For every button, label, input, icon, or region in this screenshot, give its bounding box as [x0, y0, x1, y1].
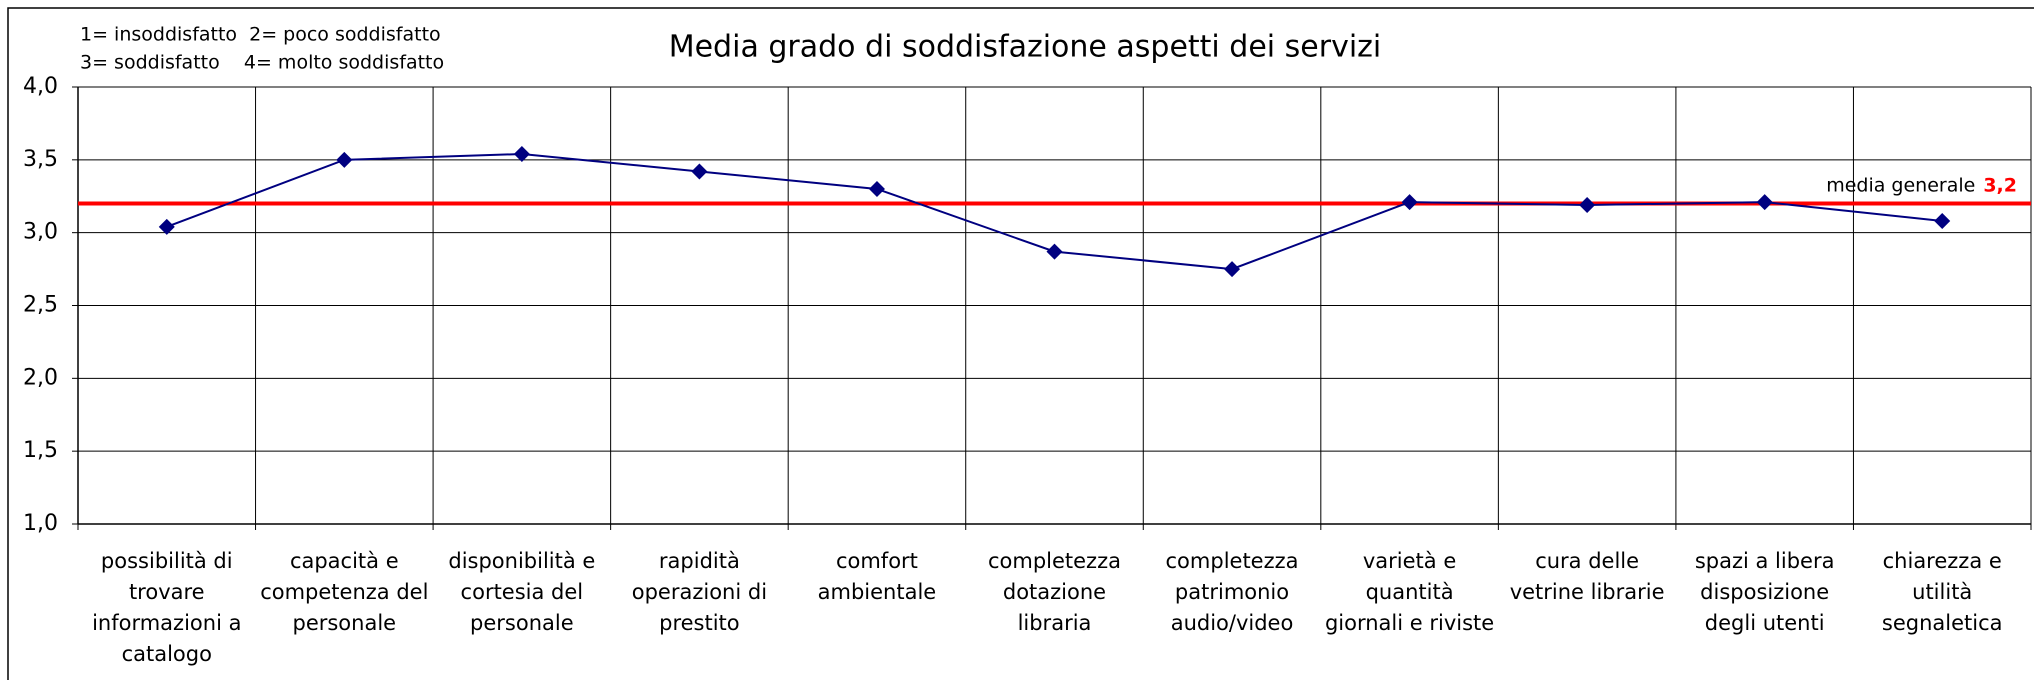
y-tick-label: 4,0 [23, 74, 58, 99]
reference-value: 3,2 [1983, 174, 2017, 196]
legend-text: 3= soddisfatto 4= molto soddisfatto [80, 52, 444, 74]
chart-title: Media grado di soddisfazione aspetti dei… [669, 30, 1382, 65]
x-tick-label: disponibilità e cortesia del personale [448, 549, 596, 635]
legend-text: 1= insoddisfatto 2= poco soddisfatto [80, 24, 441, 46]
data-point [158, 218, 175, 235]
x-tick-label: possibilità di trovare informazioni a ca… [92, 549, 242, 666]
data-point [1756, 194, 1773, 211]
data-point [868, 180, 885, 197]
data-point [513, 146, 530, 163]
x-tick-label: rapidità operazioni di prestito [631, 549, 768, 635]
x-tick-label: capacità e competenza del personale [260, 549, 429, 635]
y-tick-label: 3,0 [23, 220, 58, 245]
data-point [1224, 261, 1241, 278]
data-point [336, 151, 353, 168]
x-tick-label: comfort ambientale [817, 549, 937, 604]
x-tick-label: completezza patrimonio audio/video [1165, 549, 1299, 635]
frame [7, 7, 2034, 680]
x-tick-label: completezza dotazione libraria [987, 549, 1121, 635]
y-tick-label: 2,5 [23, 293, 58, 318]
data-point [1579, 196, 1596, 213]
x-tick-label: varietà e quantità giornali e riviste [1324, 549, 1495, 635]
y-tick-label: 2,0 [23, 365, 58, 390]
y-tick-label: 3,5 [23, 147, 58, 172]
reference-label: media generale 3,2 [1826, 174, 2017, 196]
x-tick-label: cura delle vetrine librarie [1509, 549, 1665, 604]
y-tick-label: 1,0 [23, 511, 58, 536]
data-point [1401, 194, 1418, 211]
reference-text: media generale [1826, 174, 1975, 196]
y-tick-label: 1,5 [23, 438, 58, 463]
x-tick-label: spazi a libera disposizione degli utenti [1694, 549, 1835, 635]
data-point [1046, 243, 1063, 260]
data-point [691, 163, 708, 180]
data-point [1934, 213, 1951, 230]
x-tick-label: chiarezza e utilità segnaletica [1881, 549, 2003, 635]
